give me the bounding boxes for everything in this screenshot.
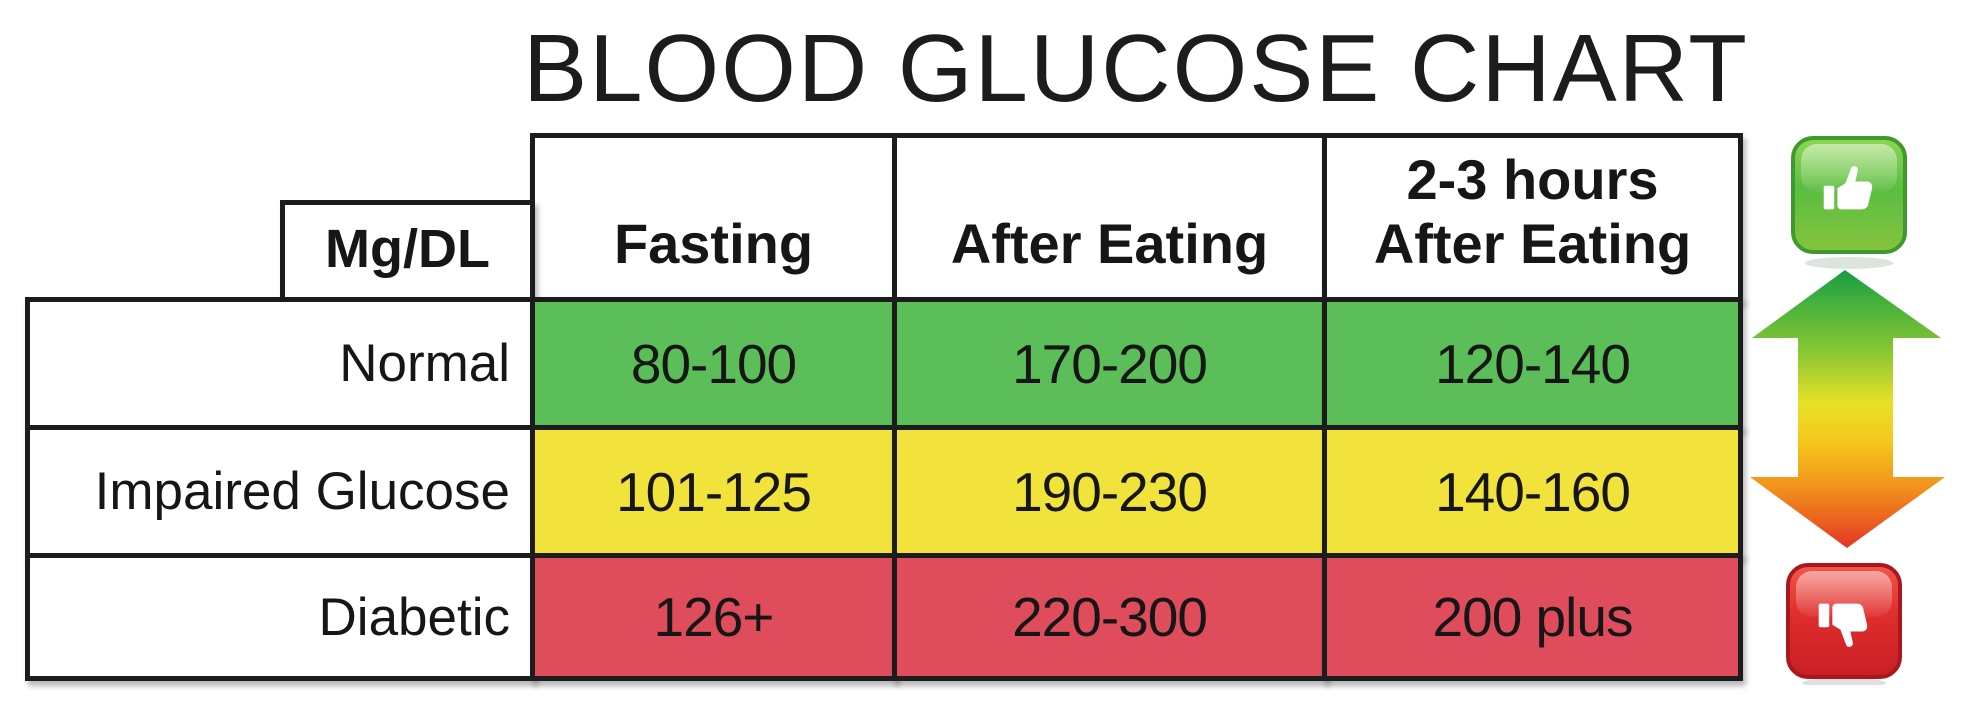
column-header-fasting: Fasting [530, 133, 897, 302]
gradient-arrow-icon [1750, 270, 1945, 548]
cell-impaired-fasting: 101-125 [530, 425, 897, 558]
cell-diabetic-fasting: 126+ [530, 553, 897, 681]
column-header-2-3-hours-after-eating: 2-3 hours After Eating [1322, 133, 1743, 302]
cell-normal-after-eating: 170-200 [892, 297, 1327, 430]
cell-impaired-2-3-hours: 140-160 [1322, 425, 1743, 558]
cell-diabetic-after-eating: 220-300 [892, 553, 1327, 681]
cell-diabetic-2-3-hours: 200 plus [1322, 553, 1743, 681]
thumbs-down-reflection [1802, 678, 1886, 685]
column-header-after-eating: After Eating [892, 133, 1327, 302]
row-label-normal: Normal [25, 297, 535, 430]
thumbs-up-reflection [1805, 257, 1893, 269]
severity-indicator [1750, 136, 1945, 685]
thumbs-up-icon [1791, 136, 1907, 254]
unit-header-mgdl: Mg/DL [280, 200, 535, 302]
page-title: BLOOD GLUCOSE CHART [523, 15, 1749, 122]
thumbs-down-icon [1786, 563, 1902, 679]
cell-normal-fasting: 80-100 [530, 297, 897, 430]
cell-normal-2-3-hours: 120-140 [1322, 297, 1743, 430]
cell-impaired-after-eating: 190-230 [892, 425, 1327, 558]
row-label-diabetic: Diabetic [25, 553, 535, 681]
row-label-impaired-glucose: Impaired Glucose [25, 425, 535, 558]
